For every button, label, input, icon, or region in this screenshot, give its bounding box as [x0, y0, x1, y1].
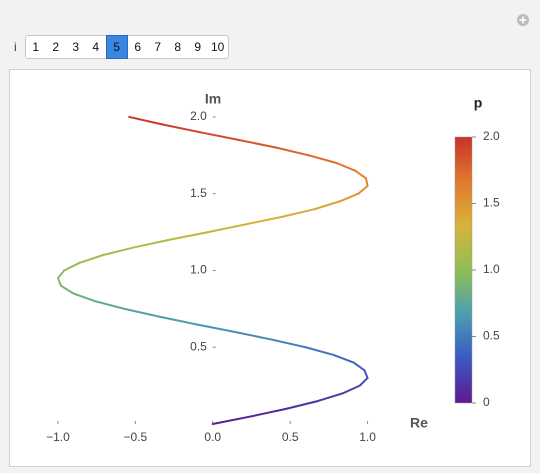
y-tick-label: 2.0 — [190, 109, 207, 123]
curve-segment — [128, 115, 165, 126]
y-axis-label: Im — [205, 91, 221, 107]
curve-segment — [341, 384, 361, 395]
option-button[interactable]: 3 — [72, 40, 80, 54]
curve-segment — [123, 307, 160, 318]
curve-segment — [168, 231, 210, 241]
curve-segment — [358, 376, 369, 387]
curve-segment — [365, 177, 369, 188]
curve-segment — [281, 208, 316, 218]
curve-segment — [357, 185, 369, 195]
curve-segment — [72, 292, 97, 303]
x-axis-label: Re — [410, 415, 428, 431]
x-tick-label: 1.0 — [359, 430, 376, 444]
option-button[interactable]: 10 — [210, 40, 225, 54]
curve-segment — [101, 246, 135, 257]
curve-segment — [335, 162, 357, 172]
x-tick-label: 0.5 — [282, 430, 299, 444]
colorbar-tick-label: 0.5 — [483, 329, 500, 343]
curve-segment — [94, 300, 126, 310]
curve-segment — [132, 238, 171, 249]
curve-segment — [162, 123, 202, 134]
curve-segment — [286, 399, 320, 410]
colorbar-title: p — [474, 95, 483, 111]
curve-segment — [244, 215, 284, 226]
y-tick-label: 1.0 — [190, 263, 207, 277]
curve-segment — [60, 284, 75, 295]
option-button[interactable]: 1 — [32, 40, 40, 54]
curve-segment — [313, 200, 341, 211]
x-tick-label: 0.0 — [204, 430, 221, 444]
curve-segment — [307, 154, 338, 165]
curve-segment — [338, 192, 360, 203]
option-button[interactable]: 4 — [92, 40, 100, 54]
curve-segment — [233, 330, 273, 341]
control-label: i — [14, 40, 17, 54]
curve-segment — [157, 315, 197, 326]
curve-segment — [352, 361, 366, 372]
curve-segment — [56, 277, 63, 287]
curve-segment — [304, 346, 335, 356]
curve-segment — [56, 269, 66, 280]
option-button[interactable]: 5 — [105, 35, 128, 59]
button-group: 1 2 3 4 5 6 7 8 9 10 — [24, 35, 229, 59]
curve-segment — [63, 261, 81, 272]
colorbar-tick-label: 1.0 — [483, 262, 500, 276]
curve-segment — [207, 223, 247, 234]
curve-segment — [211, 415, 253, 425]
plot-panel — [9, 69, 531, 467]
option-button[interactable]: 2 — [52, 40, 60, 54]
option-button[interactable]: 8 — [174, 40, 182, 54]
curve-segment — [78, 254, 104, 264]
y-tick-label: 1.5 — [190, 186, 207, 200]
colorbar-tick-label: 2.0 — [483, 129, 500, 143]
curve-segment — [317, 392, 344, 402]
curve-segment — [332, 353, 355, 364]
curve-segment — [250, 407, 289, 418]
option-button[interactable]: 7 — [154, 40, 162, 54]
curve-segment — [354, 169, 368, 180]
curve-segment — [238, 138, 278, 149]
curve-segment — [363, 369, 369, 379]
colorbar — [454, 136, 473, 404]
curve-segment — [194, 323, 236, 333]
colorbar-tick-label: 1.5 — [483, 196, 500, 210]
curve-segment — [275, 146, 310, 157]
x-tick-label: −0.5 — [124, 430, 148, 444]
curve-segment — [199, 131, 241, 141]
add-icon[interactable] — [517, 14, 529, 26]
curve-segment — [270, 338, 307, 349]
y-tick-label: 0.5 — [190, 339, 207, 353]
x-tick-label: −1.0 — [46, 430, 70, 444]
option-button[interactable]: 6 — [134, 40, 142, 54]
option-button[interactable]: 9 — [194, 40, 202, 54]
colorbar-tick-label: 0 — [483, 395, 490, 409]
control-bar: i 1 2 3 4 5 6 7 8 9 10 — [14, 35, 229, 59]
